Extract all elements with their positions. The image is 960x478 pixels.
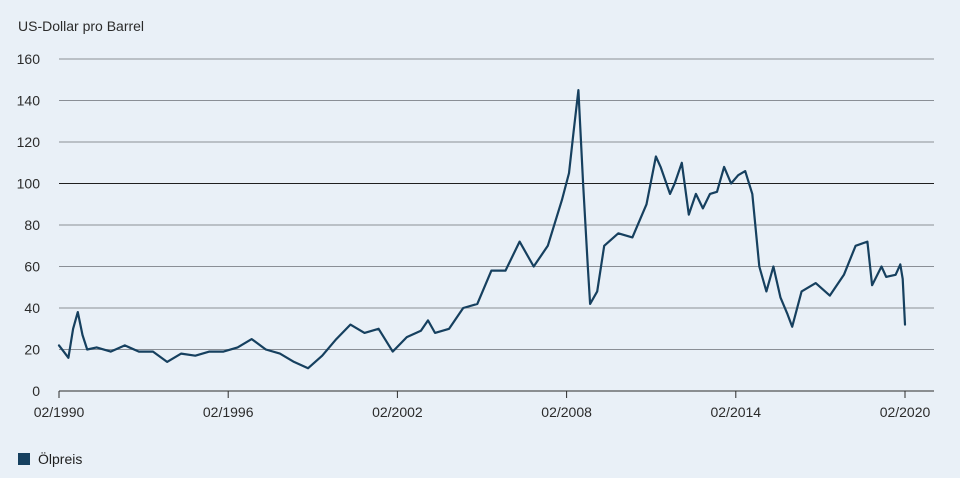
y-tick-label: 80	[24, 217, 40, 233]
x-tick-labels: 02/1990 02/1996 02/2002 02/2008 02/2014 02/20…	[34, 404, 931, 420]
y-tick-label: 100	[17, 176, 41, 192]
series-line-oelpreis	[57, 89, 907, 370]
y-tick-label: 140	[17, 93, 41, 109]
y-tick-label: 40	[24, 300, 40, 316]
x-tick-label: 02/2020	[880, 404, 931, 420]
line-chart: US-Dollar pro Barrel 0 20 40 60 80 100 120 140 1…	[17, 18, 934, 420]
x-tick-label: 02/1996	[203, 404, 254, 420]
y-tick-label: 20	[24, 342, 40, 358]
y-tick-label: 160	[17, 51, 41, 67]
y-axis-title: US-Dollar pro Barrel	[18, 18, 144, 34]
x-tick-label: 02/2002	[372, 404, 423, 420]
legend-swatch	[18, 453, 30, 465]
y-tick-label: 120	[17, 134, 41, 150]
grid-lines	[59, 58, 934, 350]
y-tick-labels: 0 20 40 60 80 100 120 140 160	[17, 51, 41, 399]
legend: Ölpreis	[18, 451, 82, 467]
x-tick-label: 02/2008	[541, 404, 592, 420]
x-axis	[58, 390, 934, 398]
legend-label: Ölpreis	[38, 451, 83, 467]
y-tick-label: 0	[32, 383, 40, 399]
x-tick-label: 02/1990	[34, 404, 85, 420]
y-tick-label: 60	[24, 259, 40, 275]
x-tick-label: 02/2014	[710, 404, 761, 420]
